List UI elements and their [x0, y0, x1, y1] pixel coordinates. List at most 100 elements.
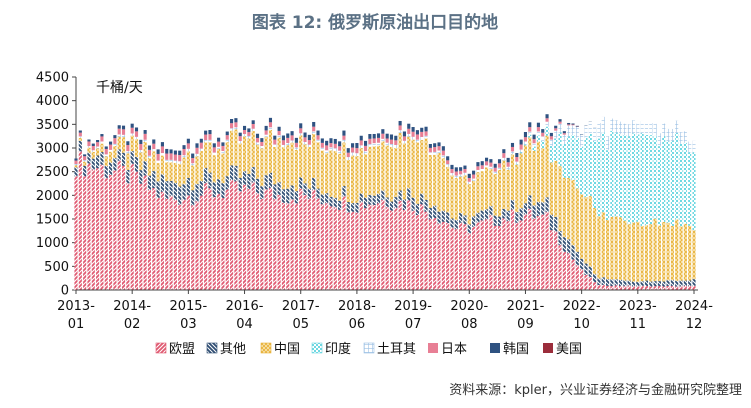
bar-segment-1	[221, 198, 225, 290]
bar-segment-7	[156, 149, 160, 154]
bar-segment-1	[251, 182, 255, 290]
month-bar	[182, 145, 186, 290]
month-bar	[156, 149, 160, 290]
bar-segment-2	[485, 209, 489, 220]
bar-segment-2	[545, 197, 549, 213]
bar-segment-1	[78, 151, 82, 290]
bar-segment-1	[299, 188, 303, 290]
bar-segment-2	[489, 206, 493, 216]
bar-segment-1	[169, 195, 173, 290]
bar-segment-3	[342, 142, 346, 187]
bar-segment-2	[277, 182, 281, 196]
bar-segment-1	[649, 286, 653, 290]
bar-segment-1	[307, 198, 311, 290]
bar-segment-6	[294, 142, 298, 148]
bar-segment-3	[420, 140, 424, 194]
bar-segment-6	[338, 146, 342, 151]
bar-segment-6	[364, 145, 368, 152]
bar-segment-7	[428, 143, 432, 148]
legend-label: 美国	[556, 342, 582, 357]
bar-segment-3	[441, 158, 445, 211]
month-bar	[277, 126, 281, 290]
legend-label: 印度	[325, 341, 351, 357]
bar-segment-2	[342, 186, 346, 197]
month-bar	[480, 161, 484, 290]
bar-segment-1	[320, 204, 324, 290]
bar-segment-3	[640, 225, 644, 282]
bar-segment-1	[121, 165, 126, 290]
bar-segment-5	[389, 144, 394, 148]
bar-segment-2	[152, 171, 156, 189]
x-tick-label-year: 2022-	[563, 299, 601, 314]
bar-segment-7	[152, 139, 156, 144]
bar-segment-2	[221, 183, 225, 199]
bar-segment-6	[113, 138, 117, 144]
bar-segment-2	[480, 210, 484, 221]
bar-segment-3	[212, 155, 216, 183]
x-tick-label-month: 06	[349, 317, 366, 332]
bar-segment-1	[627, 285, 631, 290]
bar-segment-3	[173, 162, 177, 183]
bar-segment-2	[623, 280, 627, 287]
bar-segment-2	[662, 281, 666, 287]
bar-segment-3	[139, 152, 143, 171]
bar-segment-2	[208, 172, 212, 189]
month-bar	[493, 163, 497, 290]
bar-segment-5	[286, 143, 290, 146]
bar-segment-3	[294, 149, 298, 192]
bar-segment-3	[541, 148, 545, 203]
bar-segment-2	[273, 184, 277, 200]
bars-group	[74, 114, 696, 290]
bar-segment-2	[325, 193, 329, 204]
bar-segment-7	[147, 145, 152, 150]
bar-segment-2	[463, 215, 467, 225]
bar-segment-4	[588, 133, 592, 197]
bar-segment-2	[91, 158, 95, 170]
bar-segment-2	[117, 149, 121, 161]
bar-segment-2	[541, 202, 545, 215]
bar-segment-2	[683, 280, 687, 286]
bar-segment-6	[446, 160, 450, 165]
month-bar	[134, 127, 139, 290]
bar-segment-6	[260, 141, 264, 147]
bar-segment-5	[165, 159, 169, 163]
bar-segment-1	[523, 214, 528, 290]
bar-segment-5	[329, 147, 333, 151]
bar-segment-7	[277, 126, 281, 131]
bar-segment-1	[545, 212, 549, 290]
bar-segment-1	[571, 259, 575, 290]
bar-segment-6	[545, 118, 549, 122]
bar-segment-2	[450, 218, 454, 228]
bar-segment-2	[109, 162, 113, 175]
bar-segment-7	[204, 130, 208, 135]
bar-segment-2	[199, 180, 203, 196]
bar-segment-6	[251, 124, 255, 129]
legend-item: 韩国	[490, 342, 529, 357]
bar-segment-5	[152, 149, 156, 152]
bar-segment-1	[130, 164, 134, 290]
month-bar	[247, 128, 251, 290]
bar-segment-4	[519, 152, 523, 154]
bar-segment-3	[134, 139, 139, 157]
bar-segment-6	[230, 123, 234, 129]
month-bar	[433, 143, 437, 290]
month-bar	[204, 130, 208, 290]
bar-segment-1	[420, 204, 424, 290]
bar-segment-1	[178, 204, 182, 290]
bar-segment-1	[394, 208, 398, 290]
bar-segment-5	[510, 151, 515, 155]
bar-segment-7	[268, 117, 273, 123]
bar-segment-3	[117, 136, 121, 150]
month-bar	[549, 132, 553, 290]
bar-segment-2	[173, 182, 177, 200]
bar-segment-6	[299, 128, 303, 134]
bar-segment-3	[355, 156, 359, 203]
bar-segment-3	[126, 153, 130, 170]
bar-segment-7	[523, 132, 528, 138]
bar-segment-3	[623, 220, 627, 281]
month-bar	[627, 124, 631, 290]
bar-segment-5	[195, 153, 199, 157]
bar-segment-3	[549, 162, 553, 215]
bar-segment-4	[627, 136, 631, 225]
bar-segment-7	[186, 138, 190, 144]
